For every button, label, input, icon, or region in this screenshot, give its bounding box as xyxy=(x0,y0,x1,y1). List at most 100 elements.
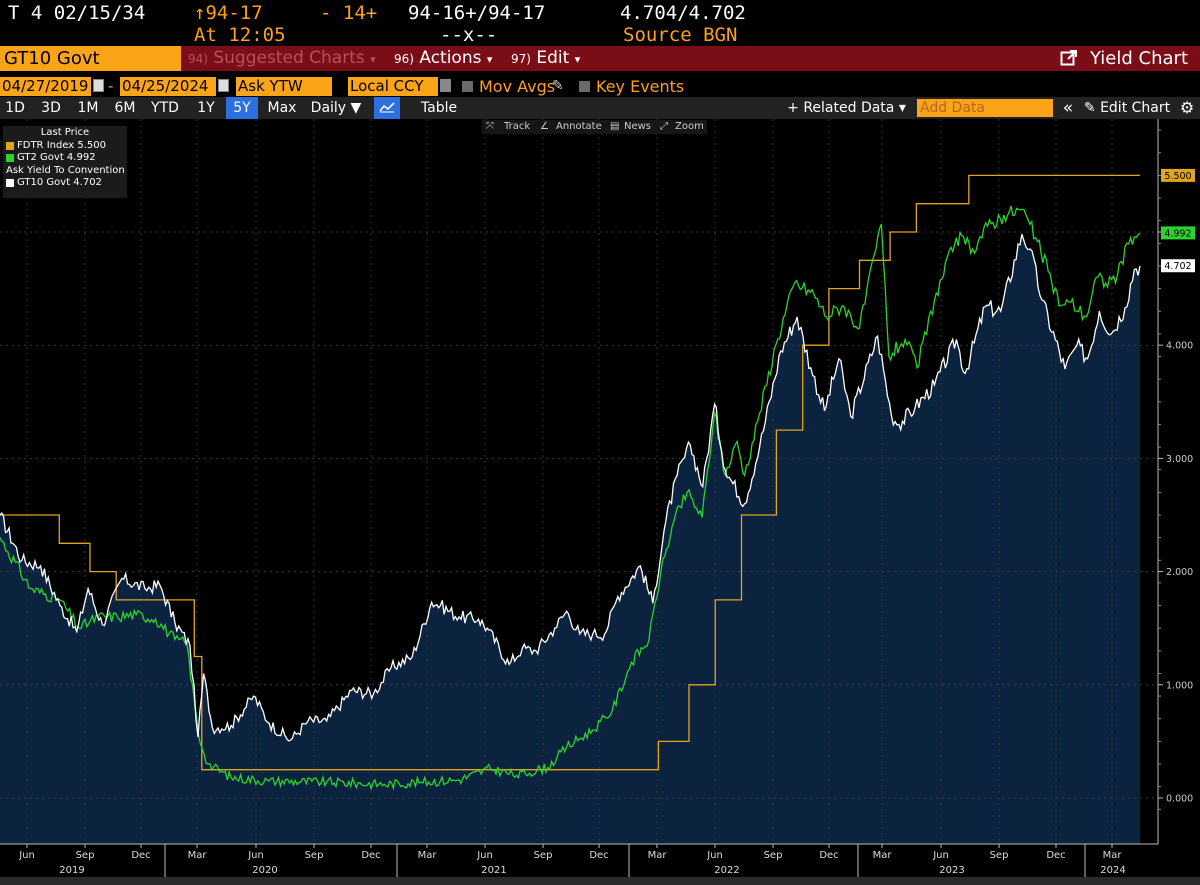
legend-entry-gt10: GT10 Govt 4.702 xyxy=(3,177,127,190)
chevron-down-icon[interactable] xyxy=(440,79,451,92)
x-axis-month-label: Mar xyxy=(648,850,668,861)
x-axis-year-label: 2019 xyxy=(59,865,84,876)
chart-toolbar xyxy=(0,97,1200,119)
period-button[interactable]: YTD xyxy=(151,100,179,116)
suggested-charts-label: Suggested Charts xyxy=(213,48,365,68)
bid-ask-price: 94-16+/94-17 xyxy=(408,2,546,24)
y-axis-tick-label: 1.000 xyxy=(1166,680,1193,691)
x-axis-month-label: Mar xyxy=(188,850,208,861)
end-date-input[interactable]: 04/25/2024 xyxy=(120,77,216,96)
edit-label: Edit xyxy=(536,48,570,68)
quote-source: Source BGN xyxy=(623,24,738,46)
last-value-marker xyxy=(1161,168,1195,182)
series-line-fdtr-index xyxy=(0,174,1140,771)
menu-bar xyxy=(0,46,1200,71)
legend-entry-fdtr: FDTR Index 5.500 xyxy=(3,140,127,153)
x-axis-month-label: Mar xyxy=(418,850,438,861)
period-button-selected[interactable]: 5Y xyxy=(226,97,258,119)
annotate-icon[interactable]: ∠ xyxy=(540,121,549,132)
yield-chart-label: Yield Chart xyxy=(1089,48,1188,69)
edit-chart-button[interactable]: ✎ Edit Chart xyxy=(1083,100,1171,116)
quote-time: At 12:05 xyxy=(194,24,286,46)
y-axis-tick-label: 3.000 xyxy=(1166,454,1193,465)
x-axis-month-label: Dec xyxy=(819,850,838,861)
add-data-input[interactable]: Add Data xyxy=(917,99,1053,117)
field-select[interactable]: Ask YTW xyxy=(236,77,332,96)
x-axis-month-label: Dec xyxy=(1046,850,1065,861)
legend-entry-gt2: GT2 Govt 4.992 xyxy=(3,152,127,165)
x-axis-year-label: 2024 xyxy=(1100,865,1125,876)
x-axis-month-label: Dec xyxy=(361,850,380,861)
x-axis-month-label: Sep xyxy=(305,850,324,861)
x-axis-month-label: Jun xyxy=(932,850,949,861)
period-button[interactable]: 1Y xyxy=(197,100,215,116)
last-price: ↑94-17 xyxy=(194,2,263,24)
table-button[interactable]: Table xyxy=(420,100,458,116)
x-axis-year-label: 2020 xyxy=(252,865,277,876)
period-button[interactable]: 3D xyxy=(41,100,61,116)
quote-size: --x-- xyxy=(440,24,498,46)
chevron-down-icon: ▾ xyxy=(486,53,493,66)
annotate-tool[interactable]: Annotate xyxy=(556,121,602,132)
x-axis-month-label: Sep xyxy=(534,850,553,861)
y-axis-tick-label: 0.000 xyxy=(1166,794,1193,805)
period-button[interactable]: 1D xyxy=(5,100,25,116)
last-value-label: 4.702 xyxy=(1164,261,1191,272)
period-button[interactable]: Max xyxy=(267,100,297,116)
last-value-marker xyxy=(1161,259,1195,273)
date-separator: - xyxy=(108,77,114,95)
start-date-input[interactable]: 04/27/2019 xyxy=(0,77,91,96)
period-button[interactable]: 6M xyxy=(114,100,136,116)
pencil-icon[interactable]: ✎ xyxy=(552,78,564,94)
actions-label: Actions xyxy=(419,48,482,68)
actions-menu[interactable]: 96) Actions ▾ xyxy=(394,46,492,71)
x-axis-year-label: 2023 xyxy=(939,865,964,876)
calendar-icon[interactable] xyxy=(218,79,229,92)
security-name: T 4 02/15/34 xyxy=(8,2,146,24)
zoom-tool[interactable]: Zoom xyxy=(675,121,704,132)
x-axis-month-label: Sep xyxy=(764,850,783,861)
mov-avgs-label: Mov Avgs xyxy=(479,77,556,96)
ticker-box[interactable]: GT10 Govt xyxy=(0,46,181,71)
yield-chart-title[interactable]: Yield Chart xyxy=(1060,46,1188,71)
last-value-label: 5.500 xyxy=(1164,171,1191,182)
edit-menu[interactable]: 97) Edit ▾ xyxy=(511,46,580,71)
frequency-select[interactable]: Daily ▼ xyxy=(310,100,362,116)
collapse-icon[interactable]: « xyxy=(1062,98,1074,118)
period-button[interactable]: 1M xyxy=(77,100,99,116)
series-line-gt10-govt xyxy=(0,234,1141,742)
currency-select[interactable]: Local CCY xyxy=(348,77,438,96)
legend-subtitle: Ask Yield To Convention xyxy=(6,164,125,176)
gear-icon[interactable]: ⚙ xyxy=(1179,98,1195,117)
x-axis-month-label: Jun xyxy=(247,850,264,861)
news-icon[interactable]: ▤ xyxy=(610,121,620,132)
legend-swatch xyxy=(6,154,14,162)
x-axis-month-label: Dec xyxy=(131,850,150,861)
news-tool[interactable]: News xyxy=(624,121,652,132)
calendar-icon[interactable] xyxy=(93,79,104,92)
suggested-charts-menu[interactable]: 94) Suggested Charts ▾ xyxy=(188,46,376,71)
x-axis-month-label: Mar xyxy=(873,850,893,861)
track-icon[interactable]: ⤧ xyxy=(486,121,494,132)
key-events-checkbox[interactable] xyxy=(579,81,590,92)
yield-chart[interactable]: 0.0001.0002.0003.0004.0005.0005.5004.992… xyxy=(0,119,1200,885)
y-axis-tick-label: 2.000 xyxy=(1166,567,1193,578)
chevron-down-icon: ▾ xyxy=(574,53,581,66)
series-line-gt2-govt xyxy=(0,205,1141,791)
zoom-icon[interactable]: ⤢ xyxy=(660,121,668,132)
x-axis-month-label: Mar xyxy=(1103,850,1123,861)
y-axis-tick-label: 4.000 xyxy=(1166,341,1193,352)
key-events-label: Key Events xyxy=(596,77,685,96)
legend-label: GT2 Govt 4.992 xyxy=(17,152,96,163)
mov-avgs-checkbox[interactable] xyxy=(462,81,473,92)
x-axis-year-label: 2021 xyxy=(481,865,506,876)
track-tool[interactable]: Track xyxy=(504,121,531,132)
actions-number: 96) xyxy=(394,52,414,66)
legend-title: Last Price xyxy=(40,127,90,138)
x-axis-month-label: Sep xyxy=(76,850,95,861)
related-data-menu[interactable]: + Related Data ▾ xyxy=(787,100,906,116)
gt10-area-fill xyxy=(0,234,1140,845)
x-axis-month-label: Jun xyxy=(18,850,35,861)
chart-type-icon[interactable] xyxy=(374,97,400,119)
chart-tools: ⤧ Track ∠ Annotate ▤ News ⤢ Zoom xyxy=(482,120,707,134)
